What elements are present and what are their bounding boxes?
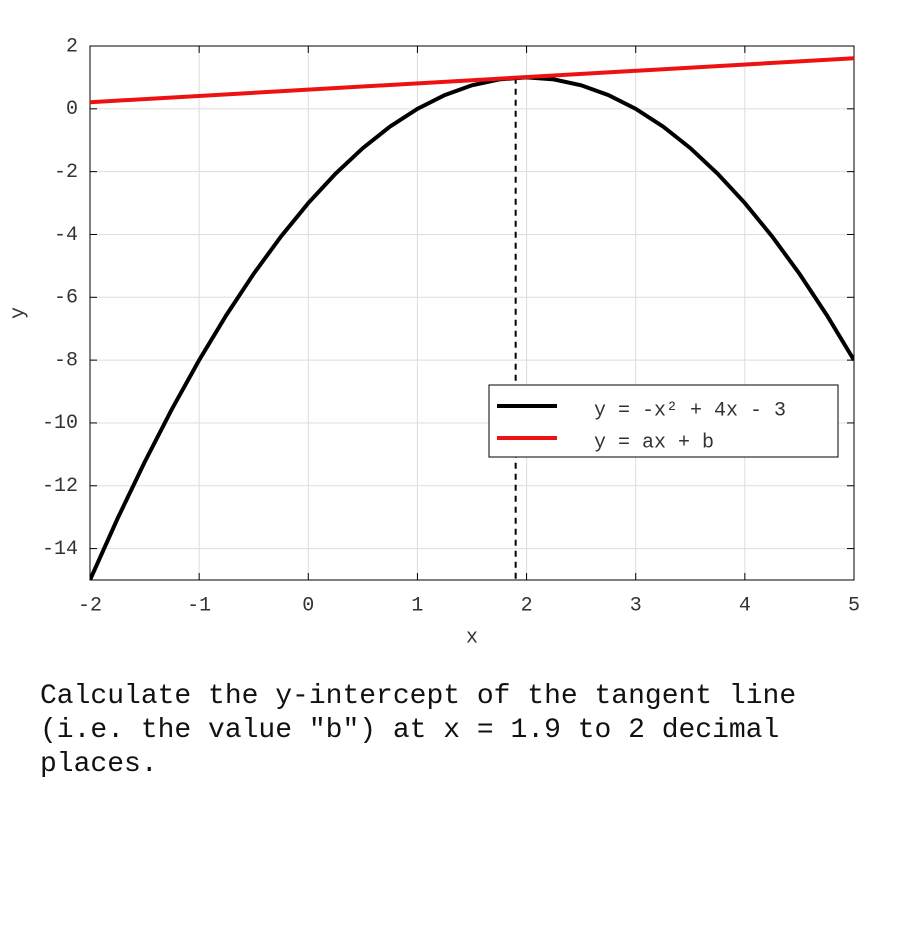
x-tick-label: 0: [302, 594, 314, 617]
y-tick-label: -14: [42, 538, 78, 561]
x-axis-label: x: [466, 626, 478, 649]
chart: x y -2 -1 0 1 2 3 4 520-2-4-6-8-10-12-14y = -x²…: [7, 35, 860, 649]
y-tick-label: -6: [54, 287, 78, 310]
x-tick-label: 4: [739, 594, 751, 617]
y-tick-label: -8: [54, 349, 78, 372]
x-tick-label: 5: [848, 594, 860, 617]
y-tick-label: 2: [66, 35, 78, 58]
legend-label: y = -x² + 4x - 3: [594, 399, 786, 422]
x-tick-label: 3: [630, 594, 642, 617]
y-tick-label: -12: [42, 475, 78, 498]
line-series: [90, 75, 854, 580]
x-tick-label: -1: [187, 594, 211, 617]
plot-frame: [89, 45, 855, 581]
x-tick-label: 2: [521, 594, 533, 617]
legend-box: [488, 384, 839, 458]
legend-label: y = ax + b: [594, 431, 714, 454]
y-tick-label: -4: [54, 224, 78, 247]
question: Calculate the y-intercept of the tangent…: [40, 681, 797, 780]
x-tick-label: -2: [78, 594, 102, 617]
x-tick-label: 1: [411, 594, 423, 617]
y-tick-label: 0: [66, 98, 78, 121]
line-series: [90, 56, 854, 105]
y-axis-label: y: [7, 307, 30, 319]
y-tick-label: -2: [54, 161, 78, 184]
y-tick-label: -10: [42, 412, 78, 435]
